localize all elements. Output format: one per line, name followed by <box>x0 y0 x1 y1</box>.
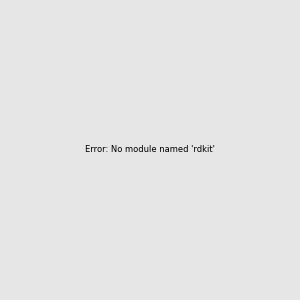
Text: Error: No module named 'rdkit': Error: No module named 'rdkit' <box>85 146 215 154</box>
